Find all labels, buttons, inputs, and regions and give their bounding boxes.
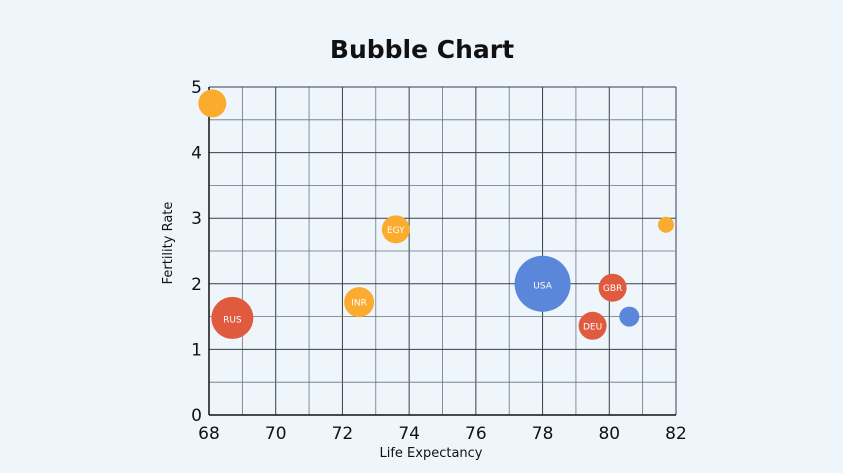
y-tick-label: 3 [191,209,202,229]
bubble-label: USA [533,281,552,291]
bubble-gbr: GBR [598,273,627,302]
y-axis-title: Fertility Rate [161,202,176,285]
y-tick-label: 5 [191,78,202,98]
bubble-label: EGY [387,226,405,236]
y-tick-label: 1 [191,340,202,360]
y-tick-label: 0 [191,406,202,426]
bubble-circle [514,255,571,312]
bubble-label: DEU [583,322,602,332]
x-tick-label: 80 [598,424,620,444]
bubble-circle [211,296,254,339]
chart-title: Bubble Chart [330,35,514,64]
bubbles: RUS INR EGY USA DEU GBR [198,89,674,340]
tick-labels: 68 70 72 74 76 78 80 82 0 1 2 3 4 5 [191,78,687,444]
bubble-circle [578,311,607,340]
bubble-circle [198,89,227,118]
bubble-circle [344,287,375,318]
bubble-label: INR [351,299,367,309]
x-tick-label: 82 [665,424,687,444]
grid-lines [208,86,677,416]
x-tick-label: 70 [265,424,287,444]
axes [208,87,676,416]
bubble-usa: USA [514,255,571,312]
bubble-inr: INR [344,287,375,318]
x-tick-label: 76 [465,424,487,444]
y-tick-label: 2 [191,275,202,295]
bubble [619,306,640,327]
bubble [198,89,227,118]
bubble-label: RUS [223,315,242,325]
bubble-deu: DEU [578,311,607,340]
bubble-label: GBR [603,284,622,294]
x-tick-label: 68 [198,424,220,444]
x-tick-label: 74 [398,424,420,444]
x-tick-label: 72 [332,424,354,444]
y-tick-label: 4 [191,144,202,164]
bubble [657,216,674,233]
bubble-egy: EGY [381,215,410,244]
bubble-circle [381,215,410,244]
bubble-rus: RUS [211,296,254,339]
x-tick-label: 78 [532,424,554,444]
bubble-circle [619,306,640,327]
bubble-circle [598,273,627,302]
x-axis-title: Life Expectancy [379,446,482,461]
bubble-circle [657,216,674,233]
